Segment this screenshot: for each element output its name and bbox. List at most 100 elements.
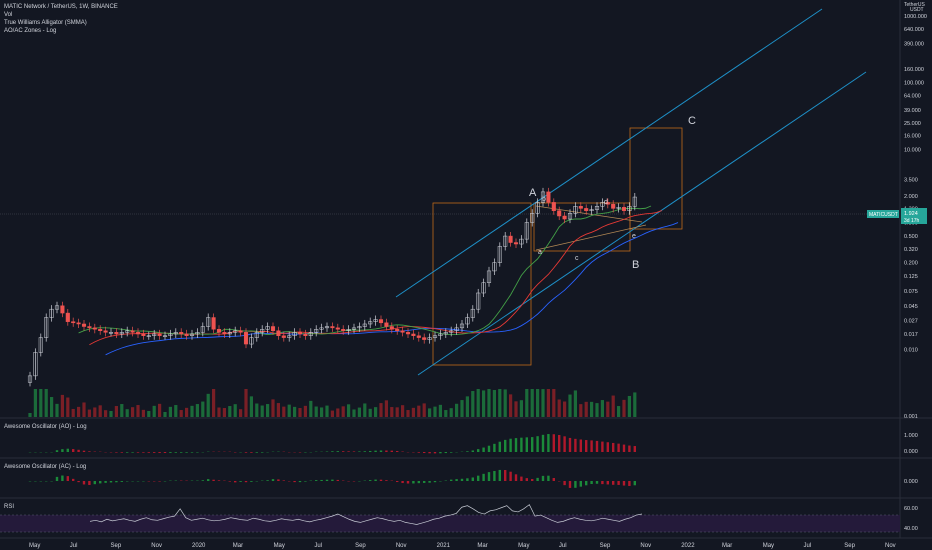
- volume-bar: [239, 409, 243, 417]
- volume-bar: [557, 399, 561, 417]
- volume-bar: [395, 407, 399, 417]
- candle: [119, 328, 124, 339]
- price-tick-3: 160.000: [904, 67, 924, 73]
- candle: [411, 329, 416, 340]
- candle: [168, 329, 173, 340]
- volume-bar: [293, 406, 297, 417]
- volume-bar: [60, 394, 64, 417]
- ac-bar: [271, 479, 275, 481]
- volume-bar: [455, 403, 459, 417]
- time-tick-1: Jul: [70, 543, 78, 549]
- ao-bar: [541, 434, 545, 452]
- volume-bar: [438, 404, 442, 417]
- time-tick-20: Sep: [844, 543, 855, 549]
- volume-bar: [174, 405, 178, 417]
- candle: [395, 325, 400, 335]
- candle: [405, 328, 411, 339]
- candle: [443, 328, 448, 339]
- ao-bar: [153, 452, 156, 453]
- ac-bar: [547, 475, 550, 481]
- indicator-aoac[interactable]: AO/AC Zones - Log: [4, 28, 57, 34]
- candle: [314, 325, 319, 337]
- ao-bar: [66, 448, 69, 452]
- alligator-lips: [78, 205, 652, 336]
- ac-bar: [617, 481, 620, 485]
- ao-bar: [185, 452, 188, 453]
- ao-bar: [579, 439, 582, 452]
- ao-bar: [585, 440, 588, 452]
- ac-bar: [282, 480, 285, 481]
- volume-bar: [98, 405, 102, 417]
- candle: [449, 326, 454, 337]
- candle: [54, 301, 60, 314]
- ac-bar: [585, 481, 588, 486]
- wave-label-e: e: [632, 233, 636, 240]
- candle: [578, 202, 583, 213]
- candle: [60, 301, 65, 318]
- volume-bar: [228, 406, 232, 417]
- candle: [27, 371, 33, 387]
- price-tick-20: 0.027: [904, 319, 918, 325]
- ao-bar: [169, 452, 172, 453]
- indicator-vol[interactable]: Vol: [4, 12, 13, 18]
- ao-bar: [190, 452, 194, 453]
- volume-bar: [320, 407, 324, 417]
- candle: [476, 288, 481, 314]
- time-tick-6: May: [274, 543, 285, 549]
- candle: [562, 211, 567, 224]
- candle: [378, 315, 384, 327]
- ac-bar: [541, 475, 545, 481]
- volume-bar: [622, 399, 626, 417]
- indicator-alligator[interactable]: True Williams Alligator (SMMA): [4, 20, 87, 26]
- candle: [621, 203, 627, 215]
- time-tick-8: Sep: [355, 543, 366, 549]
- candle: [308, 328, 313, 340]
- ac-bar: [563, 481, 566, 486]
- ac-bar: [504, 469, 507, 481]
- candle: [125, 326, 130, 337]
- ao-bar: [250, 452, 253, 453]
- rsi-pane-title: RSI: [4, 504, 14, 510]
- candle: [211, 313, 216, 334]
- ac-bar: [325, 479, 329, 481]
- candle: [281, 331, 286, 342]
- ao-bar: [493, 443, 496, 452]
- ao-bar: [261, 452, 264, 453]
- price-tick-22: 0.010: [904, 347, 918, 353]
- time-tick-4: 2020: [192, 543, 206, 549]
- volume-bar: [163, 412, 167, 417]
- volume-bar: [541, 389, 545, 417]
- ao-bar: [444, 452, 447, 454]
- time-tick-10: 2021: [437, 543, 451, 549]
- candle: [567, 209, 573, 224]
- time-tick-18: May: [763, 543, 774, 549]
- ac-bar: [239, 481, 242, 482]
- ao-bar: [126, 452, 129, 453]
- ac-bar: [304, 481, 307, 482]
- ac-bar: [88, 481, 91, 485]
- price-tick-10: 3.500: [904, 178, 918, 184]
- ao-bar: [77, 449, 80, 452]
- ao-bar: [601, 441, 604, 452]
- time-tick-16: 2022: [681, 543, 695, 549]
- ac-tick-0: 0.000: [904, 479, 918, 485]
- volume-bar: [606, 401, 610, 417]
- volume-bar: [212, 389, 216, 417]
- ao-bar: [552, 434, 555, 452]
- ac-bar: [82, 481, 86, 485]
- ac-bar: [525, 478, 528, 481]
- symbol-title[interactable]: MATIC Network / TetherUS, 1W, BINANCE: [4, 4, 118, 10]
- candle: [130, 326, 135, 337]
- volume-bar: [411, 407, 415, 417]
- volume-bar: [352, 409, 356, 417]
- volume-bar: [525, 389, 529, 417]
- candle: [368, 317, 373, 329]
- candle: [200, 322, 205, 337]
- candle: [49, 305, 54, 322]
- ao-bar: [163, 452, 167, 453]
- volume-bar: [536, 389, 540, 417]
- ac-bar: [568, 481, 572, 488]
- volume-bar: [363, 403, 367, 417]
- ao-bar: [374, 450, 377, 452]
- volume-bar: [357, 407, 361, 417]
